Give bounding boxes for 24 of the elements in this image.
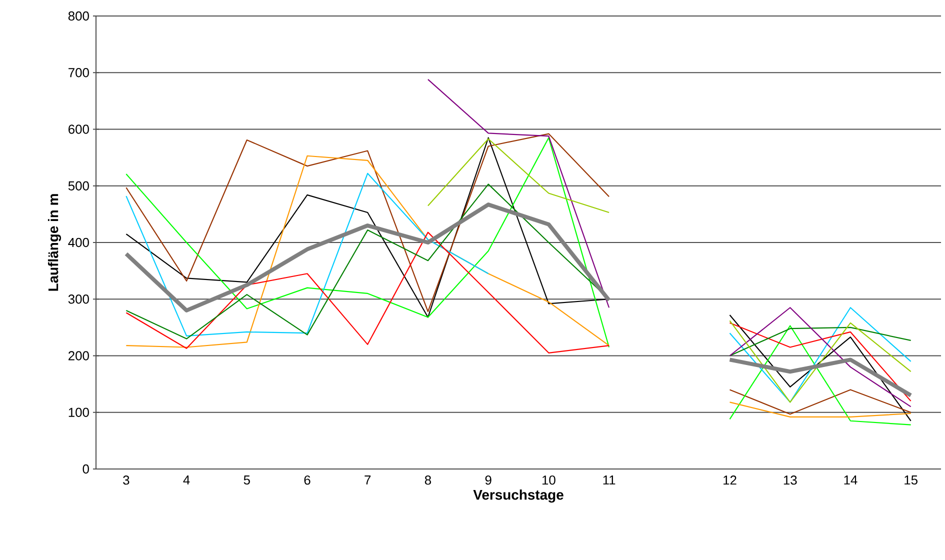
x-tick-label: 13 — [784, 476, 797, 485]
y-tick-label: 100 — [68, 408, 89, 417]
x-tick-label: 6 — [304, 476, 310, 485]
y-tick-label: 300 — [68, 294, 89, 304]
x-tick-label: 7 — [364, 476, 371, 484]
x-tick-label: 5 — [244, 476, 250, 485]
x-tick-label: 8 — [424, 476, 432, 485]
x-axis-title: Versuchstage — [473, 490, 564, 503]
y-tick-label: 600 — [68, 124, 89, 134]
y-tick-label: 0 — [82, 464, 89, 474]
y-tick-label: 500 — [68, 181, 89, 190]
x-tick-label: 11 — [603, 476, 616, 484]
x-tick-label: 14 — [844, 476, 858, 484]
y-tick-label: 700 — [68, 68, 89, 78]
y-tick-label: 800 — [68, 11, 89, 21]
x-tick-label: 4 — [183, 476, 190, 484]
y-tick-label: 400 — [68, 238, 89, 248]
x-tick-label: 12 — [724, 476, 736, 485]
x-tick-label: 15 — [904, 476, 918, 485]
y-tick-label: 200 — [68, 351, 89, 360]
y-axis-title: Lauflänge in m — [48, 194, 62, 291]
x-tick-label: 9 — [485, 476, 492, 485]
x-tick-label: 3 — [123, 476, 130, 485]
x-tick-label: 10 — [542, 476, 556, 485]
